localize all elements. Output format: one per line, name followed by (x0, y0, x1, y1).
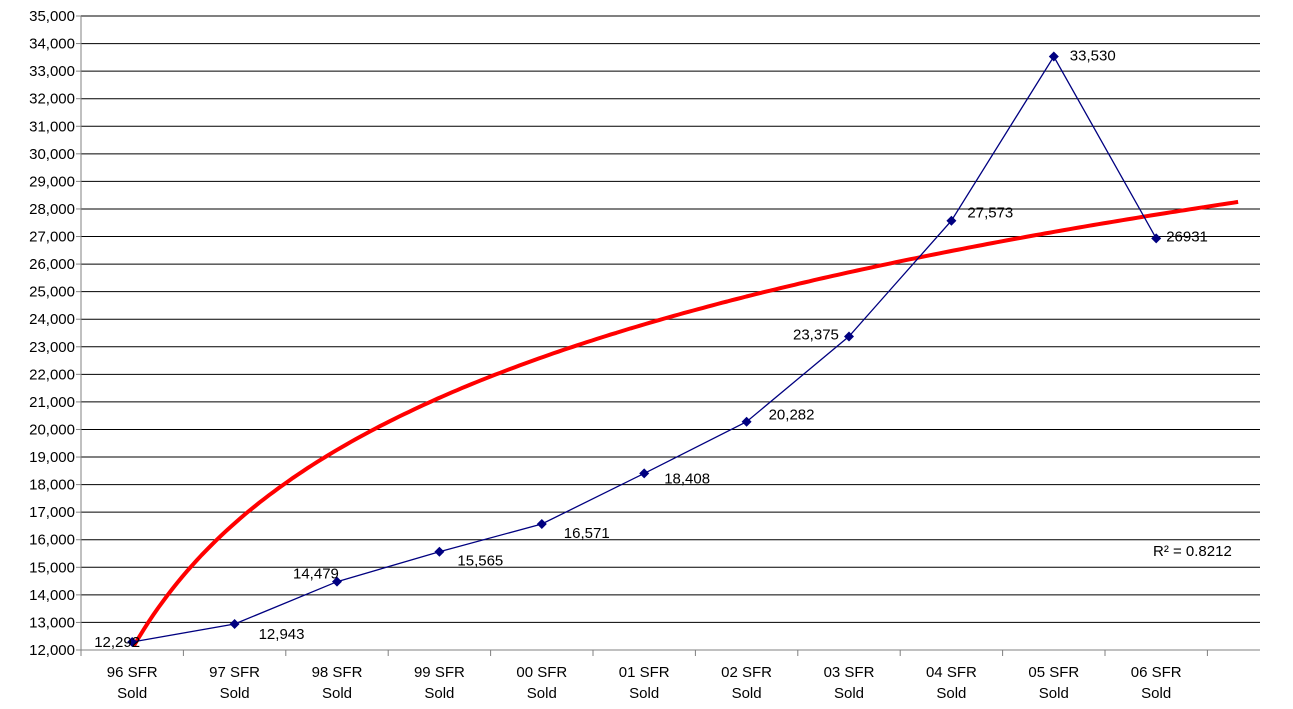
x-category-label: 99 SFR Sold (414, 664, 465, 702)
x-category-label: 02 SFR Sold (721, 664, 772, 702)
y-tick-label: 22,000 (29, 366, 75, 383)
data-label: 12,943 (259, 626, 305, 643)
x-category-label: 03 SFR Sold (824, 664, 875, 702)
trendline-group (132, 199, 1239, 647)
data-point-marker (946, 215, 957, 226)
y-tick-label: 24,000 (29, 311, 75, 328)
y-tick-label: 34,000 (29, 36, 75, 53)
x-category-label: 05 SFR Sold (1028, 664, 1079, 702)
axes (80, 16, 1260, 651)
y-tick-label: 28,000 (29, 201, 75, 218)
y-tick-label: 23,000 (29, 339, 75, 356)
data-label: 27,573 (967, 205, 1013, 222)
y-axis-tick-labels: 12,000 13,000 14,000 15,000 16,000 17,000 18,0… (29, 8, 81, 659)
data-label: 20,282 (769, 407, 815, 424)
data-label: 14,479 (293, 566, 339, 583)
data-point-marker (127, 636, 138, 647)
data-labels-group: 12,292 12,943 14,479 15,565 16,571 18,408 20,2… (94, 48, 1208, 651)
data-label: 26931 (1166, 228, 1208, 245)
y-tick-label: 27,000 (29, 229, 75, 246)
x-category-label: 97 SFR Sold (209, 664, 260, 702)
data-point-marker (229, 619, 240, 630)
y-tick-label: 13,000 (29, 614, 75, 631)
y-tick-label: 26,000 (29, 256, 75, 273)
y-tick-label: 25,000 (29, 284, 75, 301)
data-label: 18,408 (664, 470, 710, 487)
y-tick-label: 31,000 (29, 118, 75, 135)
x-axis-tick-marks (80, 650, 1208, 656)
data-label: 33,530 (1070, 48, 1116, 65)
data-point-marker (434, 546, 445, 557)
x-category-label: 96 SFR Sold (107, 664, 158, 702)
data-label: 23,375 (793, 326, 839, 343)
data-point-marker (536, 518, 547, 529)
y-tick-label: 33,000 (29, 63, 75, 80)
data-label: 16,571 (564, 525, 610, 542)
y-tick-label: 21,000 (29, 394, 75, 411)
y-tick-label: 17,000 (29, 504, 75, 521)
x-category-label: 00 SFR Sold (516, 664, 567, 702)
data-point-marker (844, 331, 854, 342)
data-point-marker (332, 576, 342, 587)
y-tick-label: 14,000 (29, 587, 75, 604)
x-category-label: 06 SFR Sold (1131, 664, 1182, 702)
gridlines (81, 15, 1260, 651)
series-line (132, 55, 1157, 643)
y-tick-label: 29,000 (29, 173, 75, 190)
y-tick-label: 16,000 (29, 532, 75, 549)
r-squared-label: R² = 0.8212 (1153, 543, 1232, 560)
y-tick-label: 12,000 (29, 642, 75, 659)
y-tick-label: 32,000 (29, 91, 75, 108)
x-category-label: 01 SFR Sold (619, 664, 670, 702)
y-tick-label: 35,000 (29, 8, 75, 25)
trendline (132, 199, 1239, 647)
data-point-marker (1048, 51, 1059, 62)
data-point-marker (1151, 233, 1162, 244)
x-category-label: 98 SFR Sold (312, 664, 363, 702)
data-label: 15,565 (457, 553, 503, 570)
data-point-marker (639, 468, 650, 479)
series-group (127, 51, 1162, 647)
y-tick-label: 19,000 (29, 449, 75, 466)
y-tick-label: 18,000 (29, 477, 75, 494)
y-tick-label: 15,000 (29, 559, 75, 576)
x-category-label: 04 SFR Sold (926, 664, 977, 702)
y-tick-label: 20,000 (29, 421, 75, 438)
data-label: 12,292 (94, 634, 140, 651)
y-tick-label: 30,000 (29, 146, 75, 163)
data-point-marker (741, 416, 752, 427)
x-axis-category-labels: 96 SFR Sold 97 SFR Sold 98 SFR Sold 99 SFR Sold… (107, 664, 1182, 702)
